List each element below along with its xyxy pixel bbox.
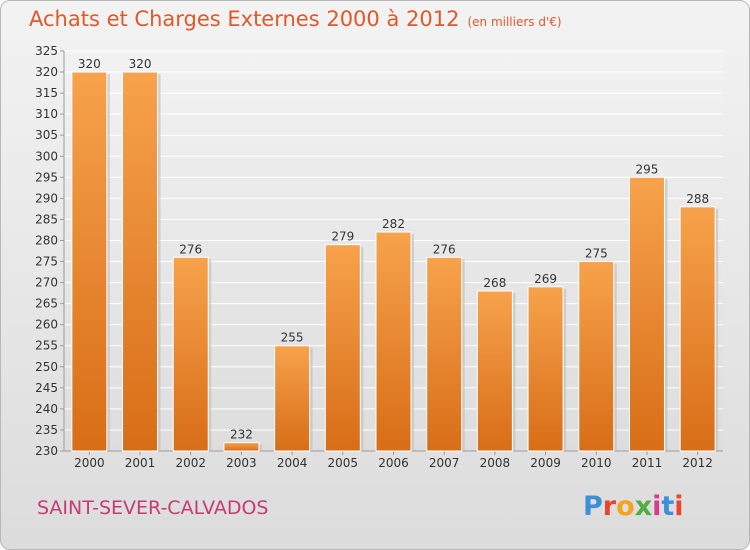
proxiti-logo[interactable]: Proxiti bbox=[583, 491, 684, 522]
x-tick-label: 2011 bbox=[632, 456, 663, 470]
y-tick-label: 235 bbox=[35, 423, 58, 437]
x-tick-label: 2003 bbox=[226, 456, 257, 470]
bar-value-label: 269 bbox=[534, 272, 557, 286]
bar-value-label: 320 bbox=[129, 57, 152, 71]
bar-value-label: 232 bbox=[230, 428, 253, 442]
bar-value-label: 282 bbox=[382, 217, 405, 231]
logo-letter: o bbox=[616, 491, 635, 522]
y-tick-label: 320 bbox=[35, 65, 58, 79]
x-tick-label: 2002 bbox=[175, 456, 206, 470]
bar-value-label: 279 bbox=[331, 230, 354, 244]
bar bbox=[324, 244, 361, 452]
bar-value-label: 276 bbox=[433, 242, 456, 256]
bar bbox=[122, 71, 159, 452]
bar bbox=[527, 286, 564, 452]
labels-layer: 230 235 240 245 250 255 260 265 270 275 280 285 290 2… bbox=[35, 44, 713, 470]
x-tick-label: 2010 bbox=[581, 456, 612, 470]
x-tick-label: 2012 bbox=[682, 456, 713, 470]
y-tick-label: 285 bbox=[35, 212, 58, 226]
bar-value-label: 276 bbox=[179, 242, 202, 256]
chart-subtitle: (en milliers d'€) bbox=[467, 15, 562, 29]
bar-value-label: 268 bbox=[483, 276, 506, 290]
y-tick-label: 245 bbox=[35, 381, 58, 395]
logo-letter: r bbox=[602, 491, 617, 522]
bar bbox=[679, 206, 716, 452]
bar-value-label: 320 bbox=[78, 57, 101, 71]
x-tick-label: 2008 bbox=[480, 456, 511, 470]
y-tick-label: 280 bbox=[35, 233, 58, 247]
bars-layer bbox=[71, 71, 719, 452]
bar-value-label: 255 bbox=[281, 331, 304, 345]
logo-letter: P bbox=[583, 491, 603, 522]
logo-letter: i bbox=[652, 491, 662, 522]
y-tick-label: 265 bbox=[35, 297, 58, 311]
bar-value-label: 275 bbox=[585, 247, 608, 261]
y-tick-label: 300 bbox=[35, 149, 58, 163]
x-tick-label: 2007 bbox=[429, 456, 460, 470]
bar bbox=[172, 256, 209, 452]
bar bbox=[274, 345, 311, 452]
y-tick-label: 325 bbox=[35, 44, 58, 58]
logo-letter: x bbox=[634, 491, 653, 522]
y-tick-label: 275 bbox=[35, 255, 58, 269]
bar-value-label: 295 bbox=[636, 162, 659, 176]
bar bbox=[71, 71, 108, 452]
x-tick-label: 2004 bbox=[277, 456, 308, 470]
y-tick-label: 255 bbox=[35, 339, 58, 353]
bar bbox=[426, 256, 463, 452]
x-tick-label: 2001 bbox=[125, 456, 156, 470]
bar bbox=[578, 261, 615, 452]
x-tick-label: 2006 bbox=[378, 456, 409, 470]
bar bbox=[628, 176, 665, 452]
y-tick-label: 240 bbox=[35, 402, 58, 416]
y-tick-label: 295 bbox=[35, 170, 58, 184]
y-tick-label: 230 bbox=[35, 444, 58, 458]
y-tick-label: 310 bbox=[35, 107, 58, 121]
y-tick-label: 315 bbox=[35, 86, 58, 100]
bar bbox=[476, 290, 513, 452]
chart-title: Achats et Charges Externes 2000 à 2012 (e… bbox=[29, 7, 562, 31]
y-tick-label: 250 bbox=[35, 360, 58, 374]
logo-letter: t bbox=[661, 491, 675, 522]
x-tick-label: 2005 bbox=[328, 456, 359, 470]
x-tick-label: 2000 bbox=[74, 456, 105, 470]
y-tick-label: 270 bbox=[35, 276, 58, 290]
commune-name: SAINT-SEVER-CALVADOS bbox=[37, 497, 269, 519]
y-tick-label: 290 bbox=[35, 191, 58, 205]
bar bbox=[223, 442, 260, 452]
bar-value-label: 288 bbox=[686, 192, 709, 206]
y-tick-label: 305 bbox=[35, 128, 58, 142]
y-tick-label: 260 bbox=[35, 318, 58, 332]
logo-letter: i bbox=[674, 491, 684, 522]
x-tick-label: 2009 bbox=[530, 456, 561, 470]
bar bbox=[375, 231, 412, 452]
chart-title-text: Achats et Charges Externes 2000 à 2012 bbox=[29, 7, 460, 31]
